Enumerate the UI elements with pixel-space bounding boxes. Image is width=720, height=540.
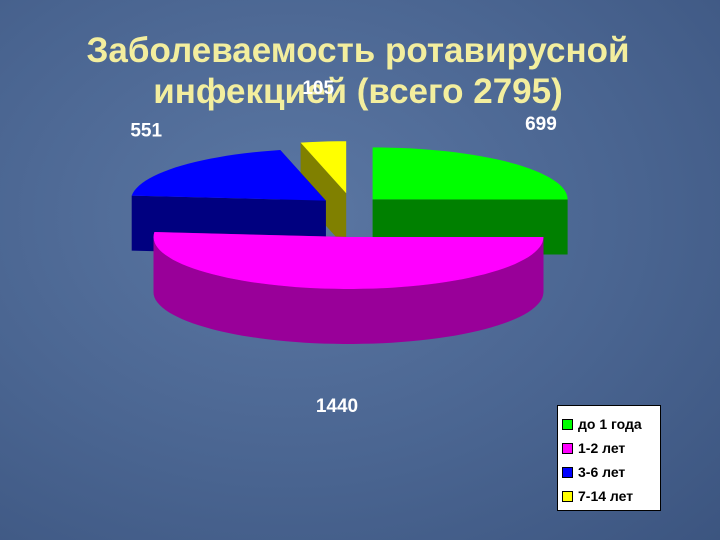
pie-slice — [372, 147, 568, 200]
data-label: 699 — [525, 114, 557, 135]
legend-label: 7-14 лет — [578, 488, 634, 504]
pie-slice — [153, 232, 544, 289]
pie-slice-side — [300, 142, 347, 249]
legend-item: до 1 года — [562, 412, 656, 436]
legend-label: до 1 года — [578, 416, 642, 432]
legend-item: 7-14 лет — [562, 484, 656, 508]
pie-slice-wall — [153, 237, 544, 344]
legend-item: 3-6 лет — [562, 460, 656, 484]
legend-swatch — [562, 490, 573, 502]
legend-item: 1-2 лет — [562, 436, 656, 460]
legend-swatch — [562, 418, 573, 430]
legend: до 1 года 1-2 лет 3-6 лет 7-14 лет — [557, 405, 661, 511]
data-label: 551 — [130, 121, 162, 142]
pie-slice — [131, 150, 326, 201]
chart-title: Заболеваемость ротавирусной — [86, 31, 629, 70]
chart-title: инфекцией (всего 2795) — [153, 72, 563, 111]
legend-swatch — [562, 442, 573, 454]
legend-label: 3-6 лет — [578, 464, 626, 480]
legend-label: 1-2 лет — [578, 440, 626, 456]
data-label: 105 — [302, 78, 334, 99]
pie-slice — [300, 141, 347, 194]
legend-swatch — [562, 466, 573, 478]
data-label: 1440 — [316, 396, 358, 417]
